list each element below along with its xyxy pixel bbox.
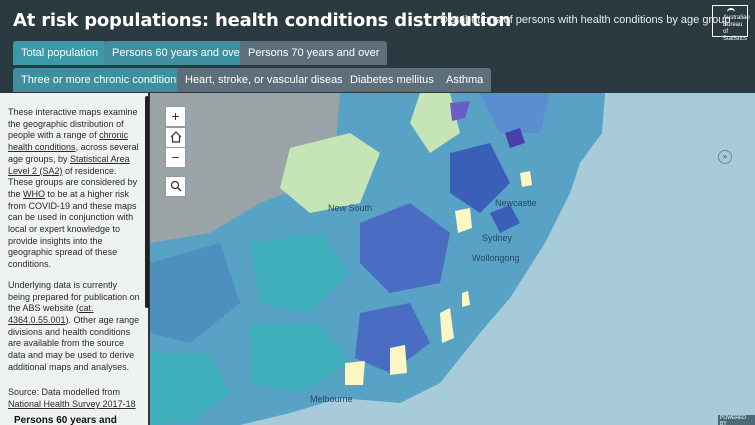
dark-region: [450, 143, 510, 213]
dark-region: [360, 203, 450, 293]
who-link[interactable]: WHO: [23, 188, 46, 199]
tab-persons-70-over[interactable]: Persons 70 years and over: [240, 41, 388, 65]
tab-heart-stroke[interactable]: Heart, stroke, or vascular disease: [177, 68, 357, 92]
dark-region: [505, 128, 525, 148]
light-region: [410, 93, 460, 153]
tab-three-chronic[interactable]: Three or more chronic conditions: [13, 68, 190, 92]
dark-region: [355, 303, 430, 373]
high-region: [455, 208, 472, 233]
map-canvas[interactable]: [150, 93, 755, 425]
grey-region: [150, 93, 340, 243]
search-button[interactable]: [165, 176, 186, 197]
map-label-wollongong: Wollongong: [472, 253, 520, 263]
sidebar-scrollbar[interactable]: [145, 96, 149, 308]
high-region: [390, 345, 407, 375]
high-region: [462, 291, 470, 307]
mid-region: [150, 243, 240, 343]
map-label-newcastle: Newcastle: [495, 198, 537, 208]
catalogue-link[interactable]: cat. 4364.0.55.001: [8, 303, 94, 325]
high-region: [520, 171, 532, 187]
teal-region: [150, 353, 230, 425]
search-icon: [170, 180, 181, 192]
dark-region: [450, 101, 470, 121]
map-label-nsw: New South: [328, 203, 373, 213]
tab-total-population[interactable]: Total population: [13, 41, 107, 65]
info-sidebar[interactable]: These interactive maps examine the geogr…: [0, 93, 150, 425]
source-paragraph: Source: Data modelled from National Heal…: [8, 387, 136, 410]
sa2-link[interactable]: Statistical Area Level 2 (SA2): [8, 153, 130, 176]
tab-persons-60-over[interactable]: Persons 60 years and over: [104, 41, 252, 65]
dark-region: [490, 205, 520, 233]
crest-icon: [727, 8, 735, 15]
home-icon: [170, 131, 181, 143]
sidebar-description: These interactive maps examine the geogr…: [8, 107, 141, 420]
abs-logo[interactable]: Australian Bureau of Statistics: [712, 5, 750, 42]
high-region: [345, 361, 365, 385]
choropleth-map[interactable]: New South Sydney Melbourne Newcastle Wol…: [150, 93, 755, 425]
page-title: At risk populations: health conditions d…: [13, 10, 511, 31]
tab-asthma[interactable]: Asthma: [438, 68, 492, 92]
chronic-conditions-link[interactable]: chronic health conditions: [8, 130, 129, 153]
nhs-link[interactable]: National Health Survey 2017-18: [8, 399, 136, 410]
home-button[interactable]: [165, 127, 186, 148]
map-label-melbourne: Melbourne: [310, 394, 353, 404]
app-header: At risk populations: health conditions d…: [0, 0, 755, 93]
page-subtitle: Distributions of persons with health con…: [440, 14, 731, 26]
teal-region: [250, 233, 350, 313]
tab-diabetes[interactable]: Diabetes mellitus: [342, 68, 442, 92]
mid-region: [480, 93, 550, 133]
intro-paragraph: These interactive maps examine the geogr…: [8, 107, 139, 270]
map-label-sydney: Sydney: [482, 233, 513, 243]
expand-icon[interactable]: »: [718, 150, 732, 164]
powered-by-badge[interactable]: POWERED BY: [718, 415, 755, 425]
high-region: [440, 308, 454, 343]
zoom-in-button[interactable]: +: [165, 106, 186, 127]
zoom-out-button[interactable]: −: [165, 147, 186, 168]
light-region: [280, 133, 380, 213]
teal-region: [250, 323, 350, 393]
data-paragraph: Underlying data is currently being prepa…: [8, 279, 140, 372]
sidebar-subheading: Persons 60 years and: [14, 415, 117, 425]
